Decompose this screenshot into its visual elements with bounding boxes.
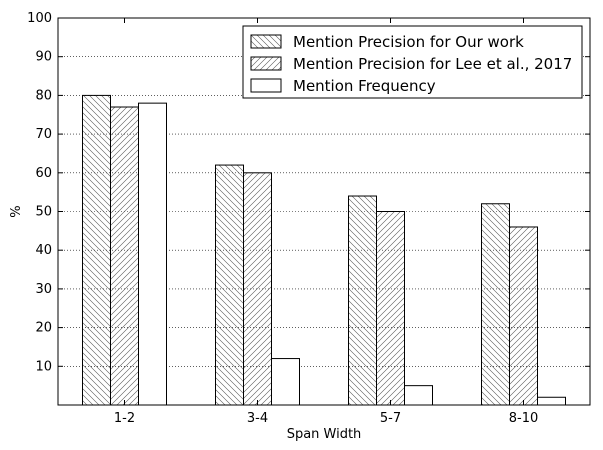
y-tick-label: 90 <box>35 50 52 65</box>
bar-3-8-10 <box>537 396 566 406</box>
y-tick-label: 20 <box>35 321 52 336</box>
legend-swatch-1 <box>250 34 282 49</box>
bar-2-8-10 <box>509 226 538 406</box>
x-tick-label: 1-2 <box>114 411 135 426</box>
bar-2-3-4 <box>243 172 272 406</box>
bar-3-3-4 <box>271 358 300 406</box>
axis-ticks: 10 20 30 40 50 60 70 80 90 100 1-2 3-4 5-7 8-10 <box>27 11 590 426</box>
y-tick-label: 10 <box>35 359 52 374</box>
legend-label-2: Mention Precision for Lee et al., 2017 <box>293 55 572 73</box>
bars <box>82 94 566 406</box>
y-tick-label: 80 <box>35 88 52 103</box>
bar-2-1-2 <box>110 106 139 406</box>
bar-3-5-7 <box>404 385 433 406</box>
legend-swatch-3 <box>250 78 282 93</box>
bar-2-5-7 <box>376 211 405 406</box>
bar-1-8-10 <box>481 203 510 406</box>
bar-1-5-7 <box>348 195 377 406</box>
y-tick-label: 60 <box>35 166 52 181</box>
bar-1-1-2 <box>82 94 111 406</box>
legend-items: Mention Precision for Our work Mention Pr… <box>250 33 572 95</box>
y-tick-label: 30 <box>35 282 52 297</box>
y-axis-label: % <box>9 205 24 217</box>
bar-3-1-2 <box>138 102 167 406</box>
legend-label-1: Mention Precision for Our work <box>293 33 524 51</box>
y-tick-label: 50 <box>35 205 52 220</box>
legend-label-3: Mention Frequency <box>293 77 436 95</box>
x-tick-label: 3-4 <box>247 411 268 426</box>
x-axis-label: Span Width <box>287 427 362 442</box>
legend-swatch-2 <box>250 56 282 71</box>
x-tick-label: 8-10 <box>509 411 539 426</box>
y-tick-label: 70 <box>35 127 52 142</box>
legend: Mention Precision for Our work Mention Pr… <box>242 25 583 99</box>
legend-box <box>242 25 583 99</box>
x-tick-label: 5-7 <box>380 411 401 426</box>
bar-1-3-4 <box>215 164 244 406</box>
y-tick-label: 100 <box>27 11 52 26</box>
y-tick-label: 40 <box>35 243 52 258</box>
